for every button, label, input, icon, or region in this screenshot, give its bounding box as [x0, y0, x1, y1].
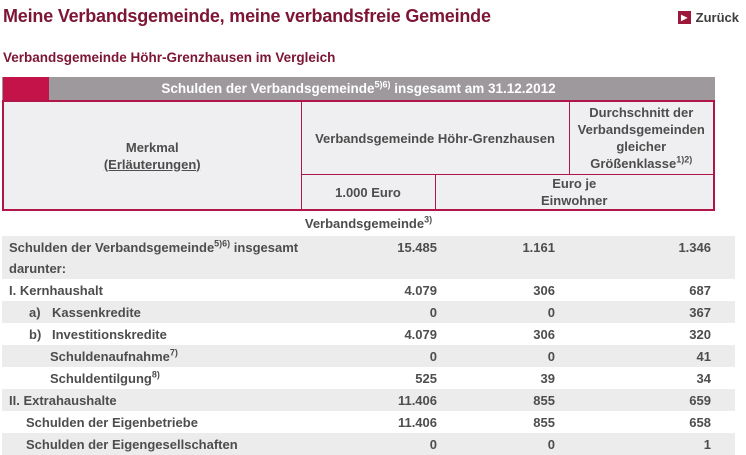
row-marker: b) [29, 326, 42, 342]
page-subtitle: Verbandsgemeinde Höhr-Grenzhausen im Ver… [3, 50, 336, 65]
row-label: Schulden der Verbandsgemeinde5)6) insges… [9, 238, 299, 255]
cell-value: 687 [689, 282, 711, 298]
cell-value: 1 [703, 436, 711, 452]
table-row: b) Investitionskredite 4.079 306 320 [2, 323, 735, 345]
column-header-unit-thousand-euro: 1.000 Euro [300, 174, 436, 211]
row-label: Schulden der Eigengesellschaften [26, 436, 238, 452]
cell-value: 34 [696, 370, 711, 386]
cell-value: 855 [533, 392, 555, 408]
column-header-unit-euro-per-capita: Euro je Einwohner [434, 174, 715, 211]
cell-value: 1.161 [522, 239, 555, 255]
cell-value: 855 [533, 414, 555, 430]
cell-value: 11.406 [397, 392, 437, 408]
row-label: Schulden der Eigenbetriebe [26, 414, 198, 430]
row-label: Schuldenaufnahme7) [50, 347, 178, 364]
table-row: Schulden der Verbandsgemeinde5)6) insges… [2, 236, 735, 258]
table-row: I. Kernhaushalt 4.079 306 687 [2, 279, 735, 301]
cell-value: 659 [689, 392, 711, 408]
table-row: Schulden der Eigenbetriebe 11.406 855 658 [2, 411, 735, 433]
cell-value: 41 [696, 348, 711, 364]
back-label: Zurück [695, 10, 739, 25]
cell-value: 525 [415, 370, 437, 386]
cell-value: 306 [533, 326, 555, 342]
table-row: Schulden der Eigengesellschaften 0 0 1 [2, 433, 735, 455]
table-row: a) Kassenkredite 0 0 367 [2, 301, 735, 323]
cell-value: 320 [689, 326, 711, 342]
section-header-row: Verbandsgemeinde3) [304, 214, 433, 231]
play-arrow-icon: ▶ [677, 11, 691, 24]
page-title: Meine Verbandsgemeinde, meine verbandsfr… [3, 6, 491, 26]
table-row: II. Extrahaushalte 11.406 855 659 [2, 389, 735, 411]
table-row: darunter: [2, 258, 735, 279]
cell-value: 4.079 [404, 326, 437, 342]
cell-value: 1.346 [678, 239, 711, 255]
cell-value: 15.485 [397, 239, 437, 255]
accent-block [3, 77, 49, 100]
table-title: Schulden der Verbandsgemeinde5)6) insges… [161, 79, 556, 96]
row-label: b) Investitionskredite [29, 326, 167, 342]
cell-value: 0 [429, 348, 437, 364]
cell-value: 0 [429, 304, 437, 320]
column-header-verbandsgemeinde: Verbandsgemeinde Höhr-Grenzhausen [300, 100, 570, 175]
cell-value: 658 [689, 414, 711, 430]
cell-value: 0 [547, 348, 555, 364]
row-marker: a) [29, 304, 41, 320]
cell-value: 0 [547, 436, 555, 452]
table-body: Verbandsgemeinde3) Schulden der Verbands… [2, 211, 735, 455]
table-row: Schuldenaufnahme7) 0 0 41 [2, 345, 735, 367]
merkmal-label: Merkmal [125, 139, 179, 155]
column-header-merkmal: Merkmal (Erläuterungen) [2, 100, 302, 211]
row-label: II. Extrahaushalte [9, 392, 117, 408]
cell-value: 0 [547, 304, 555, 320]
row-label: a) Kassenkredite [29, 304, 141, 320]
table-row: Schuldentilgung8) 525 39 34 [2, 367, 735, 389]
cell-value: 367 [689, 304, 711, 320]
row-label: darunter: [9, 261, 67, 276]
row-label: Schuldentilgung8) [50, 369, 160, 386]
table-header: Merkmal (Erläuterungen) Verbandsgemeinde… [2, 100, 715, 211]
column-header-durchschnitt: Durchschnitt der Verbandsgemeinden gleic… [568, 100, 715, 175]
erlaeuterungen-link[interactable]: (Erläuterungen) [103, 156, 201, 172]
back-link[interactable]: ▶ Zurück [677, 10, 739, 25]
cell-value: 4.079 [404, 282, 437, 298]
cell-value: 11.406 [397, 414, 437, 430]
cell-value: 306 [533, 282, 555, 298]
top-bar: Meine Verbandsgemeinde, meine verbandsfr… [0, 0, 746, 26]
cell-value: 0 [429, 436, 437, 452]
row-label: I. Kernhaushalt [9, 282, 103, 298]
table-title-band: Schulden der Verbandsgemeinde5)6) insges… [2, 77, 715, 100]
cell-value: 39 [540, 370, 555, 386]
